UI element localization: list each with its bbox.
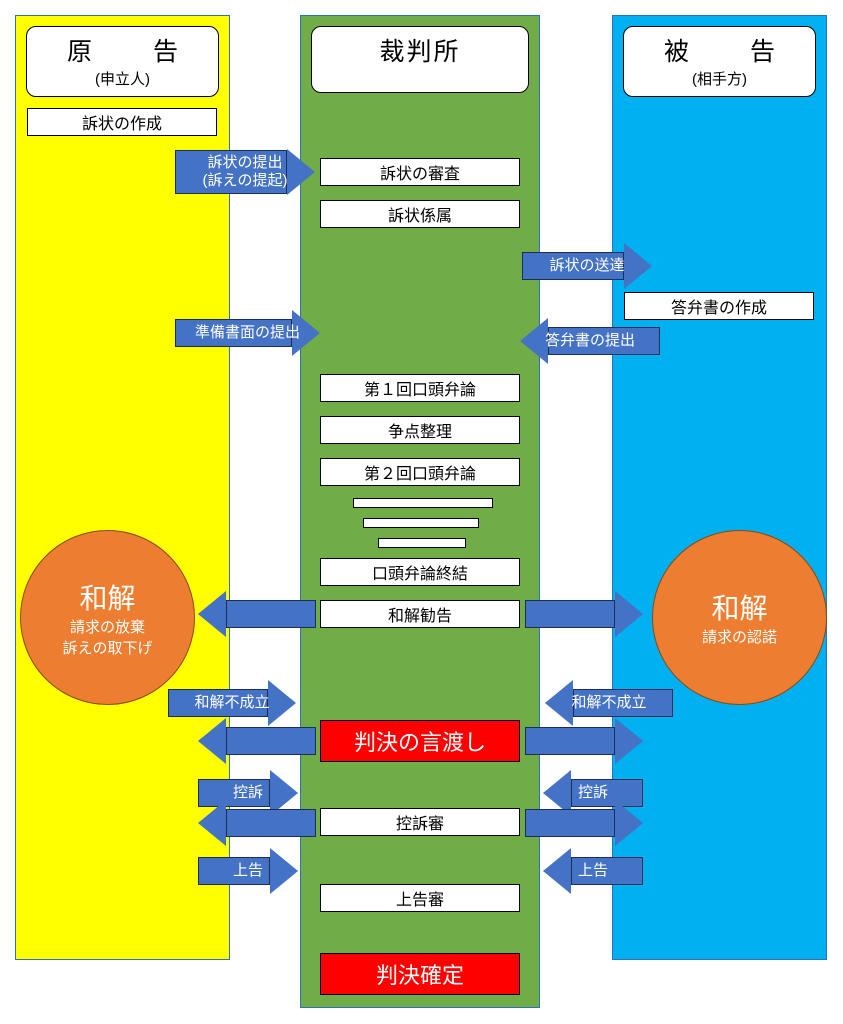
circle-settle-left: 和解 請求の放棄 訴えの取下げ [20, 530, 195, 705]
box-issues: 争点整理 [320, 416, 520, 444]
box-appeal-trial: 控訴審 [320, 808, 520, 836]
box-settle-rec: 和解勧告 [320, 600, 520, 628]
arrow-final-right-label: 上告 [572, 862, 614, 880]
thin-bar-3 [378, 538, 466, 548]
arrow-to-settle-right [525, 591, 643, 637]
arrow-settle-fail-right-label: 和解不成立 [565, 694, 652, 712]
arrow-final-left: 上告 [198, 848, 298, 894]
arrow-submit-complaint-l1: 訴状の提出 [203, 154, 288, 172]
box-oral2: 第２回口頭弁論 [320, 458, 520, 486]
box-create-answer: 答弁書の作成 [624, 292, 814, 320]
column-defendant: 被 告 (相手方) [612, 15, 827, 960]
circle-right-line1: 請求の認諾 [702, 627, 777, 648]
header-defendant: 被 告 (相手方) [623, 26, 816, 97]
arrow-submit-complaint-l2: (訴えの提起) [203, 172, 288, 190]
header-plaintiff-title: 原 告 [27, 32, 218, 68]
arrow-final-right: 上告 [543, 848, 643, 894]
box-review: 訴状の審査 [320, 158, 520, 186]
arrow-appeal-left-label: 控訴 [227, 784, 269, 802]
box-final-trial: 上告審 [320, 884, 520, 912]
arrow-submit-brief-label: 準備書面の提出 [189, 324, 306, 342]
arrow-settle-fail-left-label: 和解不成立 [188, 694, 275, 712]
circle-left-line2: 訴えの取下げ [62, 638, 152, 659]
header-plaintiff-sub: (申立人) [27, 68, 218, 89]
thin-bar-2 [363, 518, 479, 528]
box-judgment-final: 判決確定 [320, 953, 520, 995]
box-create-complaint: 訴状の作成 [27, 108, 217, 136]
arrow-judgment-out-right [525, 718, 643, 764]
arrow-submit-brief: 準備書面の提出 [175, 310, 320, 356]
circle-settle-right: 和解 請求の認諾 [652, 530, 827, 705]
arrow-appeal-out-left [198, 800, 316, 846]
box-judgment: 判決の言渡し [320, 720, 520, 762]
header-defendant-sub: (相手方) [624, 68, 815, 89]
arrow-serve-complaint: 訴状の送達 [522, 243, 652, 289]
circle-left-line1: 請求の放棄 [70, 617, 145, 638]
arrow-submit-answer-label: 答弁書の提出 [539, 332, 641, 350]
circle-left-title: 和解 [79, 577, 135, 617]
header-plaintiff: 原 告 (申立人) [26, 26, 219, 97]
header-defendant-title: 被 告 [624, 32, 815, 68]
arrow-appeal-right-label: 控訴 [572, 784, 614, 802]
arrow-to-settle-left [198, 591, 316, 637]
circle-right-title: 和解 [711, 587, 767, 627]
header-court-title: 裁判所 [312, 32, 528, 68]
flowchart-canvas: 原 告 (申立人) 裁判所 被 告 (相手方) 訴状の作成 答弁書の作成 訴状の… [0, 0, 843, 1024]
box-oral1: 第１回口頭弁論 [320, 374, 520, 402]
thin-bar-1 [353, 498, 493, 508]
arrow-appeal-out-right [525, 800, 643, 846]
header-court-spacer [312, 68, 528, 85]
box-pending: 訴状係属 [320, 200, 520, 228]
arrow-final-left-label: 上告 [227, 862, 269, 880]
header-court: 裁判所 [311, 26, 529, 93]
arrow-judgment-out-left [198, 718, 316, 764]
arrow-submit-answer: 答弁書の提出 [520, 318, 660, 364]
box-oral-end: 口頭弁論終結 [320, 558, 520, 586]
arrow-submit-complaint: 訴状の提出 (訴えの提起) [175, 148, 315, 196]
arrow-serve-complaint-label: 訴状の送達 [543, 257, 630, 275]
